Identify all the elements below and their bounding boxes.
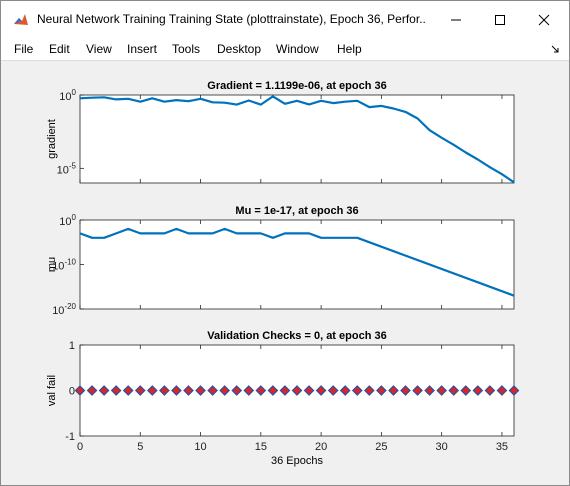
y-axis-label-2: mu — [46, 257, 58, 272]
val-fail-point — [315, 385, 327, 396]
val-fail-point — [460, 385, 472, 396]
val-fail-point — [98, 385, 110, 396]
series-line-2 — [79, 227, 515, 297]
val-fail-point — [436, 385, 448, 396]
val-fail-point — [472, 385, 484, 396]
val-fail-point — [388, 385, 399, 396]
val-fail-point — [86, 385, 98, 396]
maximize-button[interactable] — [477, 1, 523, 39]
maximize-icon — [495, 15, 505, 25]
close-button[interactable] — [521, 1, 567, 39]
plot-area-2 — [79, 219, 515, 310]
y-tick-label: 100 — [59, 213, 76, 228]
plot-area-1 — [79, 94, 515, 184]
y-axis-label-3: val fail — [46, 375, 58, 406]
menu-view[interactable]: View — [86, 42, 112, 56]
training-state-figure: Gradient = 1.1199e-06, at epoch 36 gradie… — [5, 63, 566, 483]
x-tick-label: 25 — [375, 441, 387, 453]
val-fail-point — [159, 385, 170, 396]
series-line-1 — [79, 95, 515, 184]
menu-insert[interactable]: Insert — [127, 42, 158, 56]
y-tick-label: 100 — [59, 88, 76, 103]
x-tick-label: 20 — [315, 441, 327, 453]
val-fail-point — [207, 385, 218, 396]
chart-title-3: Validation Checks = 0, at epoch 36 — [207, 330, 386, 342]
val-fail-point — [400, 385, 411, 396]
val-fail-point — [134, 385, 146, 396]
chart-title-2: Mu = 1e-17, at epoch 36 — [235, 205, 358, 217]
menu-bar: File Edit View Insert Tools Desktop Wind… — [1, 39, 569, 61]
menu-tools[interactable]: Tools — [172, 42, 201, 56]
minimize-button[interactable] — [433, 1, 479, 39]
val-fail-point — [496, 385, 508, 396]
y-tick-label: 10-5 — [57, 161, 77, 176]
minimize-icon — [451, 19, 461, 21]
val-fail-point — [146, 385, 158, 396]
val-fail-point — [351, 385, 363, 396]
y-tick-label: 0 — [69, 386, 75, 398]
x-tick-label: 5 — [137, 441, 143, 453]
val-fail-point — [327, 385, 339, 396]
matlab-icon — [13, 12, 29, 28]
menu-window[interactable]: Window — [276, 42, 319, 56]
x-tick-label: 10 — [194, 441, 206, 453]
val-fail-point — [74, 385, 86, 396]
val-fail-point — [231, 385, 243, 396]
val-fail-point — [339, 385, 351, 396]
x-tick-label: 15 — [255, 441, 267, 453]
val-fail-point — [291, 385, 303, 396]
y-tick-label: 10-20 — [52, 302, 76, 317]
menu-edit[interactable]: Edit — [49, 42, 70, 56]
title-bar[interactable]: Neural Network Training Training State (… — [1, 1, 569, 39]
dock-arrow-icon[interactable] — [551, 45, 559, 53]
y-tick-label: 10-10 — [52, 258, 76, 273]
chart-title-1: Gradient = 1.1199e-06, at epoch 36 — [207, 80, 386, 92]
val-fail-point — [171, 385, 182, 396]
window-title: Neural Network Training Training State (… — [37, 12, 427, 26]
val-fail-point — [122, 385, 134, 396]
val-fail-point — [243, 385, 255, 396]
x-axis-label: 36 Epochs — [271, 455, 323, 467]
val-fail-point — [412, 385, 423, 396]
val-fail-point — [267, 385, 279, 396]
val-fail-point — [219, 385, 231, 396]
close-icon — [538, 14, 550, 26]
val-fail-point — [424, 385, 435, 396]
val-fail-point — [484, 385, 496, 396]
x-tick-label: 30 — [436, 441, 448, 453]
val-fail-point — [255, 385, 267, 396]
menu-file[interactable]: File — [14, 42, 34, 56]
val-fail-point — [363, 385, 375, 396]
x-tick-label: 35 — [496, 441, 508, 453]
val-fail-point — [448, 385, 460, 396]
val-fail-point — [508, 385, 520, 396]
menu-help[interactable]: Help — [337, 42, 362, 56]
val-fail-point — [195, 385, 206, 396]
val-fail-point — [376, 385, 387, 396]
val-fail-point — [110, 385, 122, 396]
val-fail-point — [279, 385, 291, 396]
y-tick-label: 1 — [69, 340, 75, 352]
x-tick-label: 0 — [77, 441, 83, 453]
y-axis-label-1: gradient — [46, 119, 58, 159]
val-fail-point — [303, 385, 315, 396]
val-fail-point — [183, 385, 194, 396]
y-tick-label: -1 — [65, 431, 75, 443]
menu-desktop[interactable]: Desktop — [217, 42, 262, 56]
